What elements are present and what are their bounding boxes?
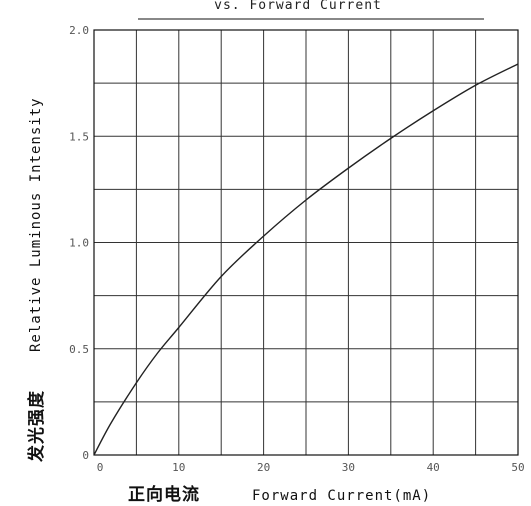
y-tick-label: 0.5 — [69, 343, 89, 356]
y-tick-labels: 0 0.5 1.0 1.5 2.0 — [69, 24, 89, 462]
grid — [94, 30, 518, 455]
plot-frame — [93, 29, 519, 456]
y-tick-label: 0 — [82, 449, 89, 462]
x-tick-label: 10 — [172, 461, 185, 474]
series-line — [93, 63, 519, 456]
y-axis-label: Relative Luminous Intensity — [28, 97, 44, 352]
x-tick-label: 0 — [97, 461, 104, 474]
chart-title: vs. Forward Current — [214, 0, 382, 13]
x-tick-label: 20 — [257, 461, 270, 474]
y-tick-label: 2.0 — [69, 24, 89, 37]
y-tick-label: 1.0 — [69, 237, 89, 250]
y-axis-label-cn: 发光强度 — [26, 390, 47, 463]
x-axis-label-cn: 正向电流 — [128, 484, 200, 505]
x-tick-label: 30 — [342, 461, 355, 474]
y-tick-label: 1.5 — [69, 130, 89, 143]
x-tick-label: 40 — [427, 461, 440, 474]
x-tick-label: 50 — [511, 461, 524, 474]
x-axis-label: Forward Current(mA) — [252, 488, 431, 504]
x-tick-labels: 0 10 20 30 40 50 — [97, 461, 525, 474]
